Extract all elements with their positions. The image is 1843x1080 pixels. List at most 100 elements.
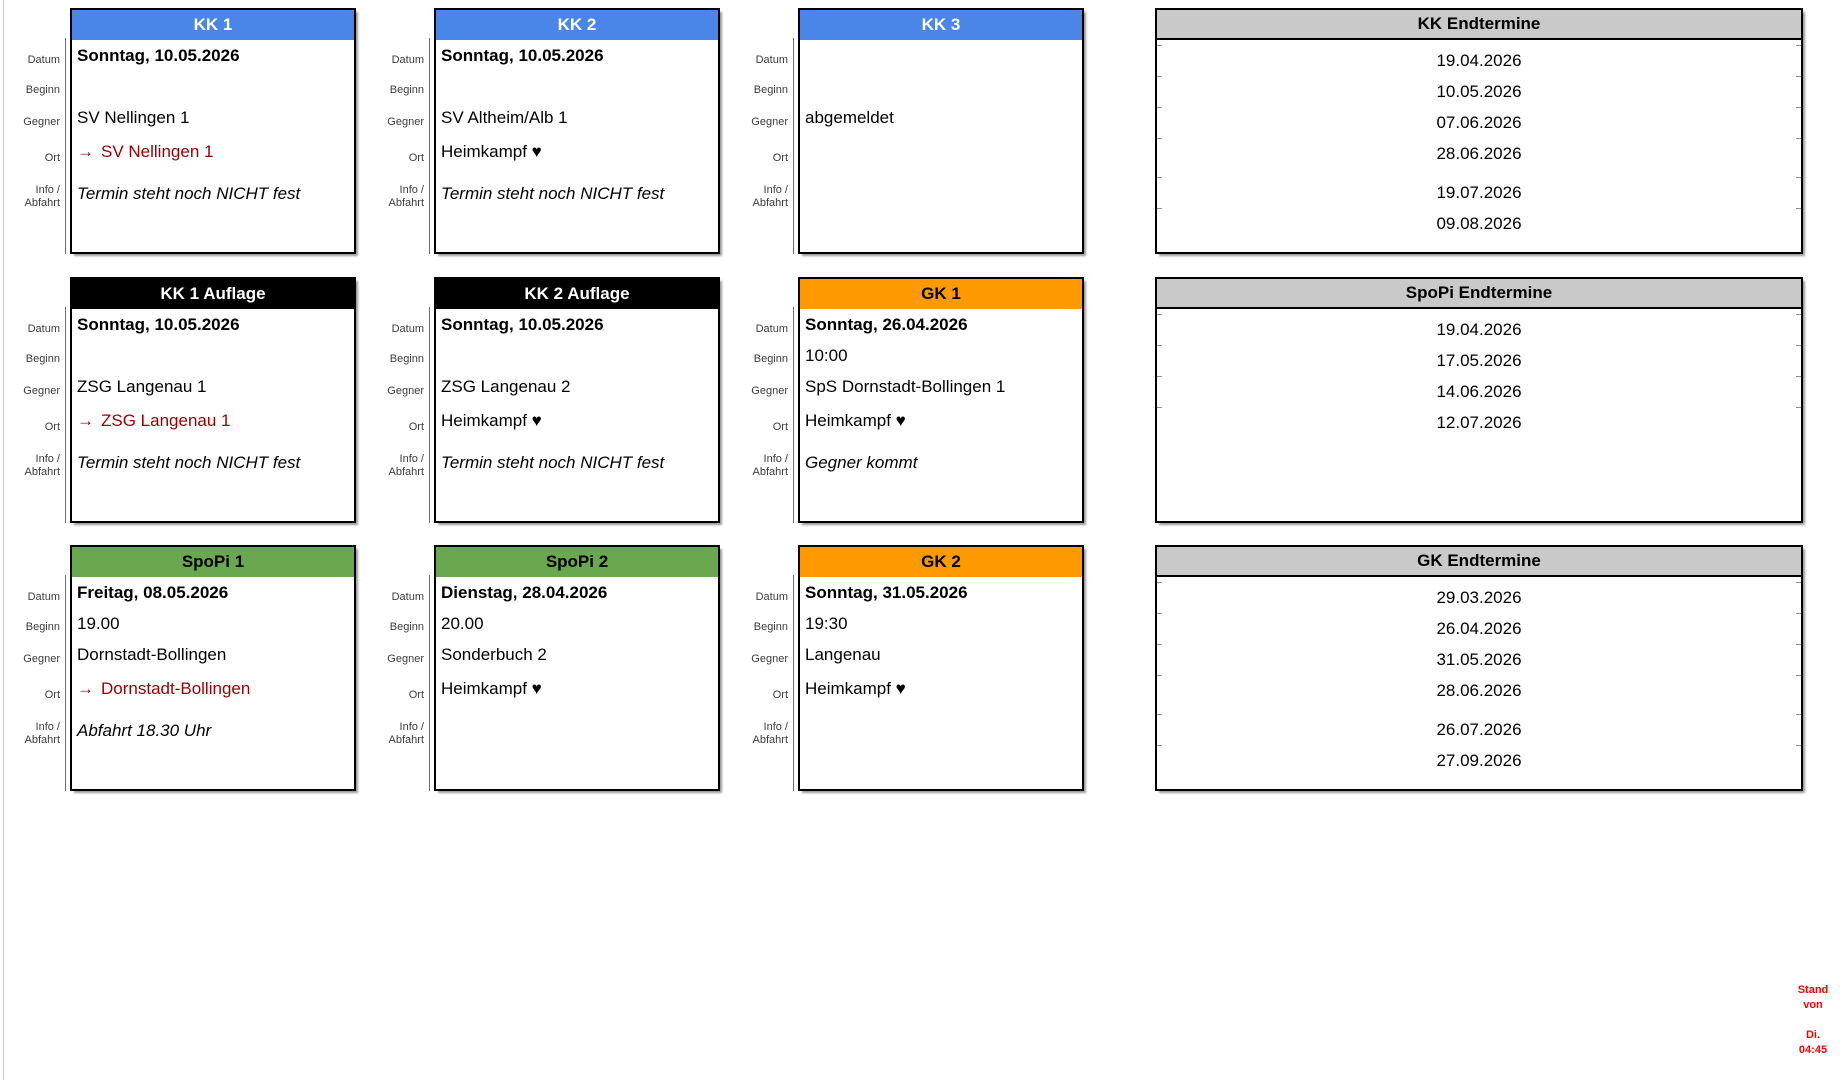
endtermin-date: 28.06.2026 (1157, 138, 1801, 169)
panel-gk-endtermine: GK Endtermine 29.03.2026 26.04.2026 31.0… (1155, 545, 1803, 791)
ort-value: →Heimkampf ♥ (805, 411, 906, 430)
label-gegner: Gegner (378, 100, 430, 132)
gegner-value: SV Altheim/Alb 1 (441, 108, 568, 127)
label-ort: Ort (742, 669, 794, 705)
endtermin-date: 27.09.2026 (1157, 745, 1801, 776)
gegner-value: SpS Dornstadt-Bollingen 1 (805, 377, 1006, 396)
ort-value: → Dornstadt-Bollingen (77, 679, 251, 698)
away-arrow-icon: → (77, 411, 94, 430)
info-value (800, 170, 1082, 252)
datum-value (800, 40, 1082, 72)
endtermin-date: 19.07.2026 (1157, 177, 1801, 208)
card-title: KK 2 Auflage (436, 279, 718, 309)
beginn-value: 10:00 (805, 346, 848, 365)
label-ort: Ort (378, 401, 430, 437)
label-beginn: Beginn (742, 339, 794, 369)
label-gegner: Gegner (378, 637, 430, 669)
info-value: Termin steht noch NICHT fest (77, 184, 301, 203)
label-ort: Ort (14, 669, 66, 705)
ort-value: →Heimkampf ♥ (441, 679, 542, 698)
gegner-value: Langenau (805, 645, 881, 664)
label-ort: Ort (14, 401, 66, 437)
label-info-abfahrt: Info / Abfahrt (378, 437, 430, 523)
label-datum: Datum (14, 575, 66, 607)
label-beginn: Beginn (378, 70, 430, 100)
info-value: Gegner kommt (805, 453, 918, 472)
stand-line: von (1803, 999, 1823, 1011)
gegner-value: abgemeldet (805, 108, 894, 127)
panel-title: SpoPi Endtermine (1157, 279, 1801, 309)
stand-line: Stand (1797, 984, 1829, 996)
row-labels-spopi1: Datum Beginn Gegner Ort Info / Abfahrt (14, 545, 66, 791)
card-title: GK 1 (800, 279, 1082, 309)
label-beginn: Beginn (14, 339, 66, 369)
gegner-value: ZSG Langenau 1 (77, 377, 207, 396)
label-info-abfahrt: Info / Abfahrt (378, 168, 430, 254)
label-info-abfahrt: Info / Abfahrt (14, 705, 66, 791)
card-gk-2: GK 2 Sonntag, 31.05.2026 19:30 Langenau … (798, 545, 1084, 791)
label-datum: Datum (378, 575, 430, 607)
beginn-value (436, 341, 718, 371)
card-gk-1: GK 1 Sonntag, 26.04.2026 10:00 SpS Dorns… (798, 277, 1084, 523)
datum-value: Sonntag, 31.05.2026 (805, 583, 968, 602)
info-value: Termin steht noch NICHT fest (77, 453, 301, 472)
card-title: KK 2 (436, 10, 718, 40)
ort-value: →Heimkampf ♥ (441, 411, 542, 430)
label-info-abfahrt: Info / Abfahrt (14, 437, 66, 523)
away-arrow-icon: → (77, 142, 94, 161)
row-labels-kk3: Datum Beginn Gegner Ort Info / Abfahrt (742, 8, 794, 254)
label-beginn: Beginn (742, 607, 794, 637)
info-value (800, 707, 1082, 789)
label-datum: Datum (378, 38, 430, 70)
datum-value: Sonntag, 10.05.2026 (77, 315, 240, 334)
page-edge-divider (3, 0, 4, 1080)
beginn-value (436, 72, 718, 102)
row-labels-kk1-auflage: Datum Beginn Gegner Ort Info / Abfahrt (14, 277, 66, 523)
gegner-value: SV Nellingen 1 (77, 108, 190, 127)
label-gegner: Gegner (14, 637, 66, 669)
label-gegner: Gegner (742, 637, 794, 669)
beginn-value (72, 341, 354, 371)
label-datum: Datum (742, 307, 794, 339)
info-value (436, 707, 718, 789)
card-title: KK 1 (72, 10, 354, 40)
label-gegner: Gegner (14, 100, 66, 132)
beginn-value: 19:30 (805, 614, 848, 633)
info-value: Termin steht noch NICHT fest (441, 184, 665, 203)
endtermin-date: 29.03.2026 (1157, 582, 1801, 613)
label-ort: Ort (378, 669, 430, 705)
label-ort: Ort (14, 132, 66, 168)
row-labels-spopi2: Datum Beginn Gegner Ort Info / Abfahrt (378, 545, 430, 791)
label-beginn: Beginn (378, 339, 430, 369)
gegner-value: Dornstadt-Bollingen (77, 645, 227, 664)
info-value: Abfahrt 18.30 Uhr (77, 721, 212, 740)
card-kk-1: KK 1 Sonntag, 10.05.2026 SV Nellingen 1 … (70, 8, 356, 254)
label-ort: Ort (742, 132, 794, 168)
label-ort: Ort (742, 401, 794, 437)
label-datum: Datum (742, 38, 794, 70)
panel-spopi-endtermine: SpoPi Endtermine 19.04.2026 17.05.2026 1… (1155, 277, 1803, 523)
card-spopi-1: SpoPi 1 Freitag, 08.05.2026 19.00 Dornst… (70, 545, 356, 791)
gegner-value: Sonderbuch 2 (441, 645, 547, 664)
endtermin-date: 26.07.2026 (1157, 714, 1801, 745)
gegner-value: ZSG Langenau 2 (441, 377, 571, 396)
stand-line: 04:45 (1798, 1044, 1828, 1056)
endtermin-date: 28.06.2026 (1157, 675, 1801, 706)
card-spopi-2: SpoPi 2 Dienstag, 28.04.2026 20.00 Sonde… (434, 545, 720, 791)
endtermin-date: 17.05.2026 (1157, 345, 1801, 376)
card-title: KK 3 (800, 10, 1082, 40)
label-datum: Datum (14, 38, 66, 70)
ort-value: →Heimkampf ♥ (441, 142, 542, 161)
label-info-abfahrt: Info / Abfahrt (742, 705, 794, 791)
beginn-value (72, 72, 354, 102)
card-kk-3: KK 3 abgemeldet → (798, 8, 1084, 254)
card-kk-2-auflage: KK 2 Auflage Sonntag, 10.05.2026 ZSG Lan… (434, 277, 720, 523)
stand-line: Di. (1805, 1029, 1821, 1041)
row-labels-kk2-auflage: Datum Beginn Gegner Ort Info / Abfahrt (378, 277, 430, 523)
label-gegner: Gegner (742, 369, 794, 401)
beginn-value (800, 72, 1082, 102)
label-gegner: Gegner (742, 100, 794, 132)
info-value: Termin steht noch NICHT fest (441, 453, 665, 472)
endtermin-date: 19.04.2026 (1157, 314, 1801, 345)
